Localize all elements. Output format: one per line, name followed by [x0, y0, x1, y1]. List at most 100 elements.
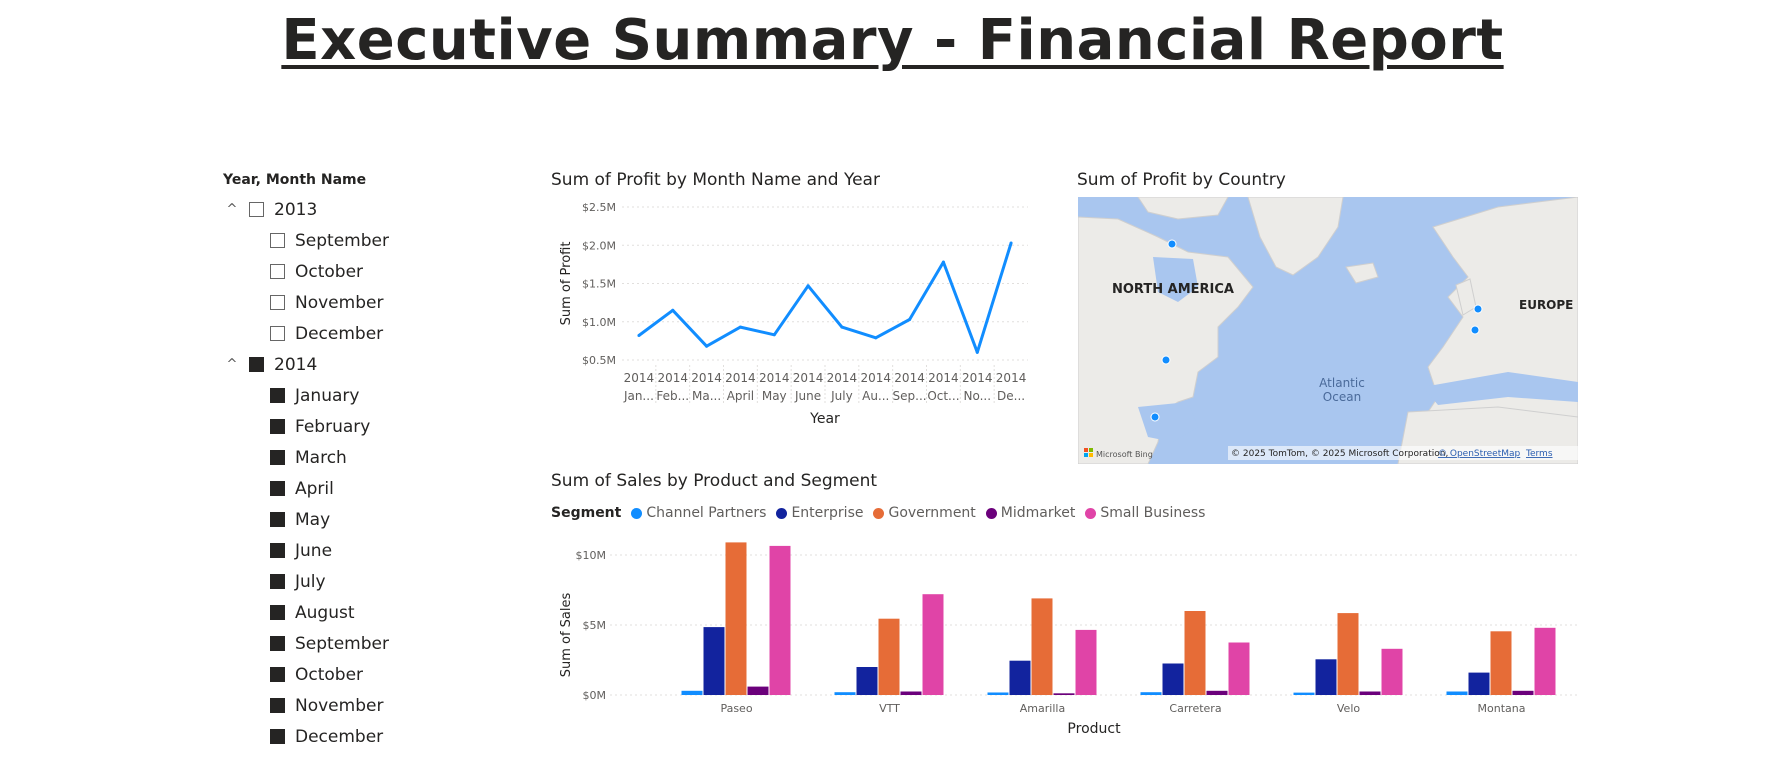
slicer-month-item[interactable]: December [223, 721, 483, 752]
bar[interactable] [725, 542, 747, 695]
slicer-month-item[interactable]: March [223, 442, 483, 473]
slicer-month-item[interactable]: June [223, 535, 483, 566]
data-point[interactable] [705, 344, 709, 348]
checkbox[interactable] [249, 357, 264, 372]
checkbox[interactable] [270, 295, 285, 310]
checkbox[interactable] [249, 202, 264, 217]
checkbox[interactable] [270, 233, 285, 248]
bar[interactable] [987, 692, 1009, 695]
map-marker-germany[interactable] [1473, 304, 1483, 314]
slicer-month-item[interactable]: November [223, 287, 483, 318]
bar[interactable] [1381, 648, 1403, 695]
data-point[interactable] [738, 325, 742, 329]
data-point[interactable] [671, 308, 675, 312]
legend-item[interactable]: Enterprise [776, 505, 863, 521]
data-point[interactable] [637, 334, 641, 338]
bar[interactable] [1053, 693, 1075, 695]
slicer-month-item[interactable]: November [223, 690, 483, 721]
bar[interactable] [1337, 613, 1359, 695]
checkbox[interactable] [270, 326, 285, 341]
checkbox[interactable] [270, 605, 285, 620]
data-point[interactable] [806, 284, 810, 288]
collapse-chevron-icon[interactable]: ^ [226, 202, 238, 217]
legend-item[interactable]: Midmarket [985, 505, 1075, 521]
slicer-month-item[interactable]: September [223, 628, 483, 659]
bar[interactable] [1009, 660, 1031, 695]
legend-item[interactable]: Small Business [1085, 505, 1205, 521]
checkbox[interactable] [270, 667, 285, 682]
bar[interactable] [1075, 629, 1097, 695]
bar[interactable] [1228, 642, 1250, 696]
legend-item[interactable]: Government [873, 505, 976, 521]
data-point[interactable] [874, 336, 878, 340]
bar[interactable] [1140, 692, 1162, 695]
slicer-year-1[interactable]: ^ 2014 [223, 349, 483, 380]
map-terms-link[interactable]: Terms [1525, 449, 1553, 459]
data-point[interactable] [840, 325, 844, 329]
x-tick-month: Ma... [692, 389, 721, 403]
checkbox[interactable] [270, 543, 285, 558]
checkbox[interactable] [270, 574, 285, 589]
bar[interactable] [1162, 663, 1184, 696]
data-point[interactable] [941, 260, 945, 264]
checkbox[interactable] [270, 388, 285, 403]
bar[interactable] [681, 690, 703, 695]
profit-line-chart[interactable]: $0.5M$1.0M$1.5M$2.0M$2.5M2014Jan...2014F… [548, 195, 1038, 465]
checkbox[interactable] [270, 512, 285, 527]
bar[interactable] [1031, 598, 1053, 695]
slicer-month-item[interactable]: February [223, 411, 483, 442]
slicer-year-0[interactable]: ^ 2013 [223, 194, 483, 225]
data-point[interactable] [1009, 241, 1013, 245]
map-marker-usa[interactable] [1161, 355, 1171, 365]
profit-map[interactable]: NORTH AMERICA EUROPE Atlantic Ocean Micr… [1078, 197, 1578, 464]
bar[interactable] [1490, 631, 1512, 695]
checkbox[interactable] [270, 419, 285, 434]
bar[interactable] [703, 627, 725, 695]
checkbox[interactable] [270, 450, 285, 465]
profit-series-line[interactable] [638, 242, 1013, 354]
bar[interactable] [1534, 627, 1556, 695]
bar[interactable] [1206, 690, 1228, 695]
checkbox[interactable] [270, 729, 285, 744]
slicer-month-item[interactable]: July [223, 566, 483, 597]
data-point[interactable] [975, 350, 979, 354]
slicer-month-item[interactable]: September [223, 225, 483, 256]
arctic-islands-shape [1137, 197, 1229, 220]
map-osm-link[interactable]: © OpenStreetMap [1438, 449, 1521, 459]
bar[interactable] [769, 545, 791, 695]
slicer-month-item[interactable]: August [223, 597, 483, 628]
bar[interactable] [1468, 672, 1490, 695]
bar[interactable] [1184, 611, 1206, 695]
map-marker-france[interactable] [1470, 325, 1480, 335]
slicer-month-item[interactable]: October [223, 256, 483, 287]
data-point[interactable] [772, 333, 776, 337]
bar[interactable] [834, 692, 856, 695]
legend-item[interactable]: Channel Partners [631, 505, 766, 521]
checkbox[interactable] [270, 698, 285, 713]
bar[interactable] [1293, 692, 1315, 695]
bar[interactable] [922, 594, 944, 695]
bar[interactable] [900, 691, 922, 696]
slicer-month-item[interactable]: October [223, 659, 483, 690]
checkbox[interactable] [270, 636, 285, 651]
bar[interactable] [856, 667, 878, 695]
slicer-month-item[interactable]: January [223, 380, 483, 411]
data-point[interactable] [908, 317, 912, 321]
slicer-month-item[interactable]: December [223, 318, 483, 349]
sales-bar-chart[interactable]: $0M $5M $10M Paseo VTT Amarilla Carretera Velo M… [548, 540, 1583, 766]
bar[interactable] [1359, 691, 1381, 696]
collapse-chevron-icon[interactable]: ^ [226, 357, 238, 372]
checkbox[interactable] [270, 481, 285, 496]
map-marker-mexico[interactable] [1150, 412, 1160, 422]
map-canvas[interactable]: NORTH AMERICA EUROPE Atlantic Ocean Micr… [1078, 197, 1578, 464]
bar[interactable] [878, 618, 900, 695]
bar[interactable] [1315, 659, 1337, 695]
checkbox[interactable] [270, 264, 285, 279]
bar[interactable] [1512, 690, 1534, 695]
slicer-month-item[interactable]: May [223, 504, 483, 535]
x-tick-month: No... [963, 389, 991, 403]
map-marker-canada[interactable] [1167, 239, 1177, 249]
slicer-month-item[interactable]: April [223, 473, 483, 504]
bar[interactable] [747, 686, 769, 695]
bar[interactable] [1446, 691, 1468, 696]
